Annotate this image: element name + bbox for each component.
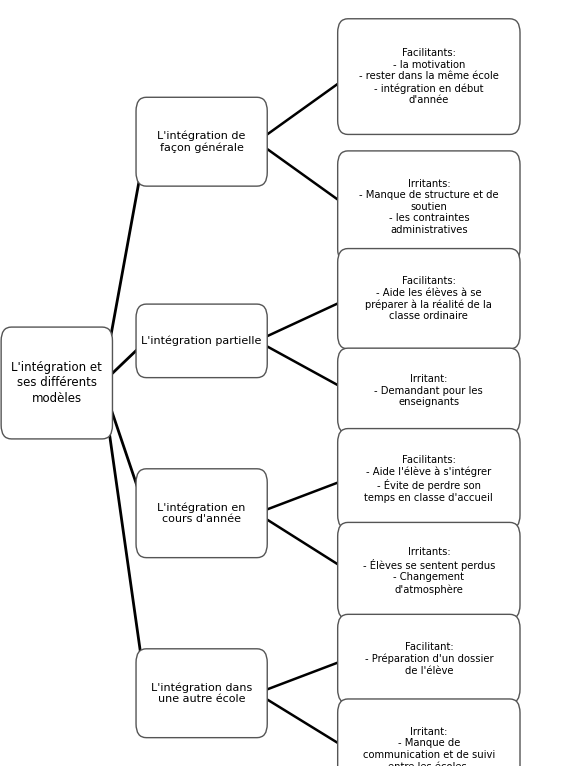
Text: Irritants:
- Manque de structure et de
soutien
- les contraintes
administratives: Irritants: - Manque de structure et de s… bbox=[359, 178, 499, 235]
Text: Facilitants:
- la motivation
- rester dans la même école
- intégration en début
: Facilitants: - la motivation - rester da… bbox=[359, 48, 499, 105]
Text: Facilitants:
- Aide l'élève à s'intégrer
- Évite de perdre son
temps en classe d: Facilitants: - Aide l'élève à s'intégrer… bbox=[365, 455, 493, 502]
FancyBboxPatch shape bbox=[338, 151, 520, 263]
FancyBboxPatch shape bbox=[1, 327, 112, 439]
FancyBboxPatch shape bbox=[338, 699, 520, 766]
Text: L'intégration en
cours d'année: L'intégration en cours d'année bbox=[157, 502, 246, 524]
Text: Irritant:
- Demandant pour les
enseignants: Irritant: - Demandant pour les enseignan… bbox=[374, 374, 483, 408]
Text: L'intégration et
ses différents
modèles: L'intégration et ses différents modèles bbox=[11, 362, 102, 404]
Text: Facilitants:
- Aide les élèves à se
préparer à la réalité de la
classe ordinaire: Facilitants: - Aide les élèves à se prép… bbox=[365, 276, 492, 322]
Text: Irritant:
- Manque de
communication et de suivi
entre les écoles.: Irritant: - Manque de communication et d… bbox=[363, 727, 495, 766]
FancyBboxPatch shape bbox=[136, 469, 267, 558]
Text: Irritants:
- Élèves se sentent perdus
- Changement
d'atmosphère: Irritants: - Élèves se sentent perdus - … bbox=[362, 547, 495, 594]
FancyBboxPatch shape bbox=[338, 522, 520, 619]
Text: L'intégration de
façon générale: L'intégration de façon générale bbox=[157, 130, 246, 153]
Text: Facilitant:
- Préparation d'un dossier
de l'élève: Facilitant: - Préparation d'un dossier d… bbox=[365, 642, 493, 676]
FancyBboxPatch shape bbox=[136, 97, 267, 186]
Text: L'intégration dans
une autre école: L'intégration dans une autre école bbox=[151, 683, 252, 704]
FancyBboxPatch shape bbox=[136, 649, 267, 738]
FancyBboxPatch shape bbox=[136, 304, 267, 378]
FancyBboxPatch shape bbox=[338, 429, 520, 529]
FancyBboxPatch shape bbox=[338, 348, 520, 434]
FancyBboxPatch shape bbox=[338, 614, 520, 703]
FancyBboxPatch shape bbox=[338, 248, 520, 349]
Text: L'intégration partielle: L'intégration partielle bbox=[141, 336, 262, 346]
FancyBboxPatch shape bbox=[338, 18, 520, 135]
